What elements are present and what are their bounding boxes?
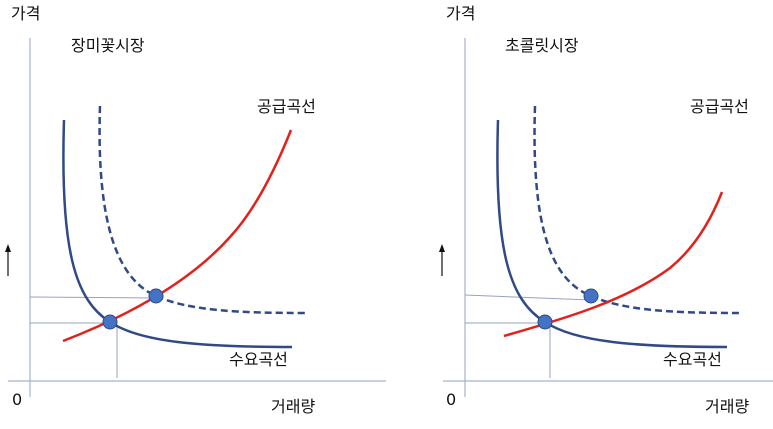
chocolate-market-panel: 가격 초콜릿시장 공급곡선 수요곡선 0 거래량 <box>387 0 773 429</box>
market-title: 장미꽃시장 <box>71 36 145 55</box>
x-axis-label: 거래량 <box>705 397 750 416</box>
shifted-demand-curve <box>533 105 743 315</box>
supply-curve-label: 공급곡선 <box>257 97 316 116</box>
y-axis-label: 가격 <box>11 4 41 23</box>
original-equilibrium-point <box>537 314 553 330</box>
up-arrow-icon <box>5 244 11 276</box>
rose-market-panel: 가격 장미꽃시장 공급곡선 수요곡선 0 거래량 <box>0 0 386 429</box>
demand-curve-label: 수요곡선 <box>663 350 722 369</box>
origin-label: 0 <box>446 390 457 409</box>
y-axis-label: 가격 <box>446 4 476 23</box>
origin-label: 0 <box>12 390 23 409</box>
shifted-demand-curve <box>98 105 307 315</box>
rose-market-diagram <box>5 38 386 397</box>
demand-curve-label: 수요곡선 <box>229 350 288 369</box>
supply-curve <box>62 129 293 343</box>
market-title: 초콜릿시장 <box>505 36 579 55</box>
original-equilibrium-point <box>102 314 118 330</box>
up-arrow-icon <box>439 244 445 276</box>
chocolate-market-diagram <box>439 38 773 397</box>
supply-curve-label: 공급곡선 <box>690 97 749 116</box>
supply-curve <box>503 191 724 338</box>
new-price-guide-line <box>29 296 155 299</box>
new-equilibrium-point <box>148 288 164 304</box>
x-axis-label: 거래량 <box>271 397 316 416</box>
new-price-guide-line <box>464 294 592 301</box>
new-equilibrium-point <box>583 288 599 304</box>
